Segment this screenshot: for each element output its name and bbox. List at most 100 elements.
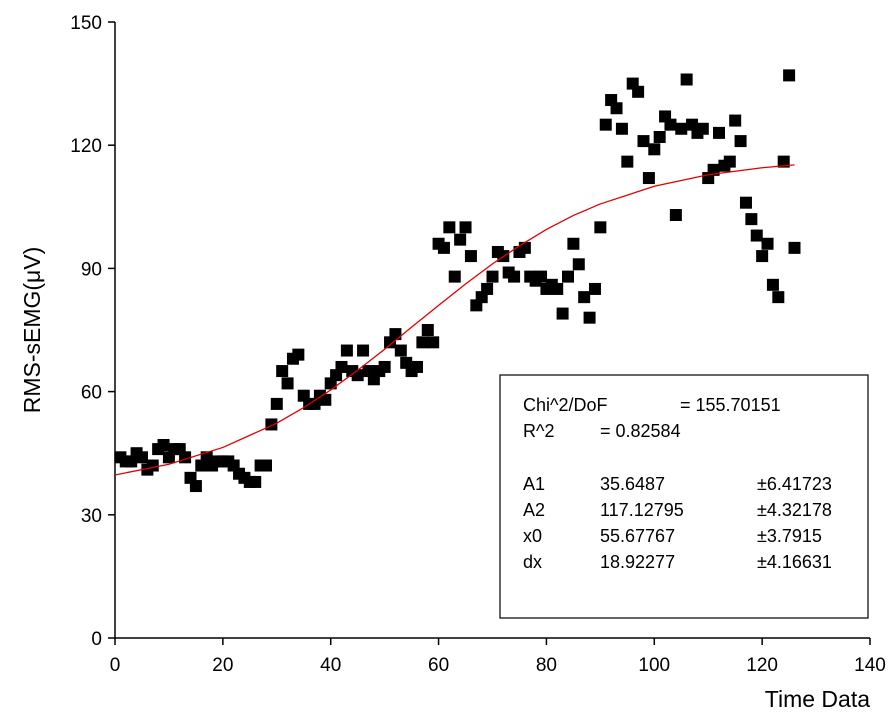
stat-value: = 0.82584	[600, 421, 681, 441]
param-value: 18.92277	[600, 552, 675, 572]
x-axis-label: Time Data	[765, 686, 870, 712]
data-point	[772, 291, 785, 304]
data-point	[411, 360, 423, 373]
param-error: ±6.41723	[757, 474, 832, 494]
x-tick-label: 0	[110, 655, 121, 676]
data-point	[319, 393, 332, 406]
data-point	[610, 102, 623, 115]
data-point	[427, 336, 440, 349]
param-value: 117.12795	[600, 500, 684, 520]
param-name: dx	[523, 552, 542, 572]
data-point	[535, 270, 548, 283]
data-point	[788, 241, 801, 254]
data-point	[394, 344, 407, 357]
x-tick-label: 80	[536, 655, 557, 676]
data-point	[572, 258, 585, 271]
data-point	[281, 377, 294, 390]
data-point	[416, 336, 429, 349]
data-point	[340, 344, 353, 357]
param-error: ±4.16631	[757, 552, 832, 572]
data-point	[335, 360, 348, 373]
y-axis-label: RMS-sEMG(μV)	[19, 247, 45, 414]
data-point	[669, 209, 682, 222]
data-point	[739, 196, 752, 209]
y-tick-label: 30	[81, 506, 102, 527]
data-point	[734, 135, 747, 148]
x-tick-label: 20	[212, 655, 233, 676]
y-tick-label: 150	[70, 13, 102, 34]
data-point	[761, 237, 774, 250]
x-tick-label: 120	[746, 655, 778, 676]
data-point	[696, 122, 709, 135]
param-name: A1	[523, 474, 545, 494]
data-point	[567, 237, 580, 250]
param-name: A2	[523, 500, 545, 520]
data-point	[653, 130, 666, 143]
data-point	[675, 122, 688, 135]
data-point	[508, 270, 521, 283]
data-point	[578, 291, 591, 304]
stat-name: Chi^2/DoF	[523, 395, 607, 415]
data-point	[637, 135, 650, 148]
data-point	[464, 250, 477, 263]
data-point	[750, 229, 763, 242]
data-point	[707, 163, 720, 176]
data-point	[551, 282, 564, 295]
data-point	[632, 85, 645, 98]
stats-box	[499, 374, 869, 619]
data-point	[421, 324, 434, 336]
data-point	[443, 221, 456, 234]
data-point	[486, 270, 499, 283]
data-point	[146, 459, 159, 472]
data-point	[157, 438, 170, 451]
x-tick-label: 100	[638, 655, 670, 676]
data-point	[562, 270, 574, 283]
param-error: ±4.32178	[757, 500, 832, 520]
y-tick-label: 90	[81, 259, 102, 280]
data-point	[583, 311, 596, 324]
data-point	[260, 459, 272, 472]
data-point	[777, 155, 790, 168]
data-point	[766, 278, 779, 291]
data-point	[454, 233, 467, 246]
param-value: 55.67767	[600, 526, 675, 546]
data-point	[389, 328, 402, 341]
data-point	[357, 344, 370, 357]
data-point	[588, 282, 601, 295]
data-point	[686, 118, 699, 131]
data-point	[378, 360, 391, 373]
data-point	[729, 114, 742, 127]
data-point	[642, 172, 655, 185]
data-point	[745, 213, 758, 226]
data-point	[723, 155, 736, 168]
data-point	[594, 221, 607, 234]
stat-name: R^2	[523, 421, 554, 441]
fit-curve	[114, 164, 795, 476]
data-point	[599, 118, 612, 131]
data-point	[135, 451, 148, 464]
data-point	[481, 282, 494, 295]
x-tick-label: 140	[854, 655, 886, 676]
x-tick-label: 40	[320, 655, 341, 676]
data-point	[276, 365, 289, 378]
data-point	[680, 73, 693, 86]
param-value: 35.6487	[600, 474, 665, 494]
data-point	[756, 250, 769, 263]
data-point	[459, 221, 472, 234]
data-point	[518, 241, 531, 254]
data-point	[270, 397, 283, 410]
data-point	[664, 118, 677, 131]
y-tick-label: 120	[70, 136, 102, 157]
data-point	[448, 270, 461, 283]
data-point	[249, 475, 262, 488]
data-point	[292, 348, 305, 361]
stat-value: = 155.70151	[680, 395, 781, 415]
y-tick-label: 0	[91, 629, 102, 650]
data-point	[621, 155, 634, 168]
param-name: x0	[523, 526, 542, 546]
param-error: ±3.7915	[757, 526, 822, 546]
data-point	[556, 307, 569, 320]
data-point	[713, 126, 725, 139]
data-point	[783, 69, 796, 82]
